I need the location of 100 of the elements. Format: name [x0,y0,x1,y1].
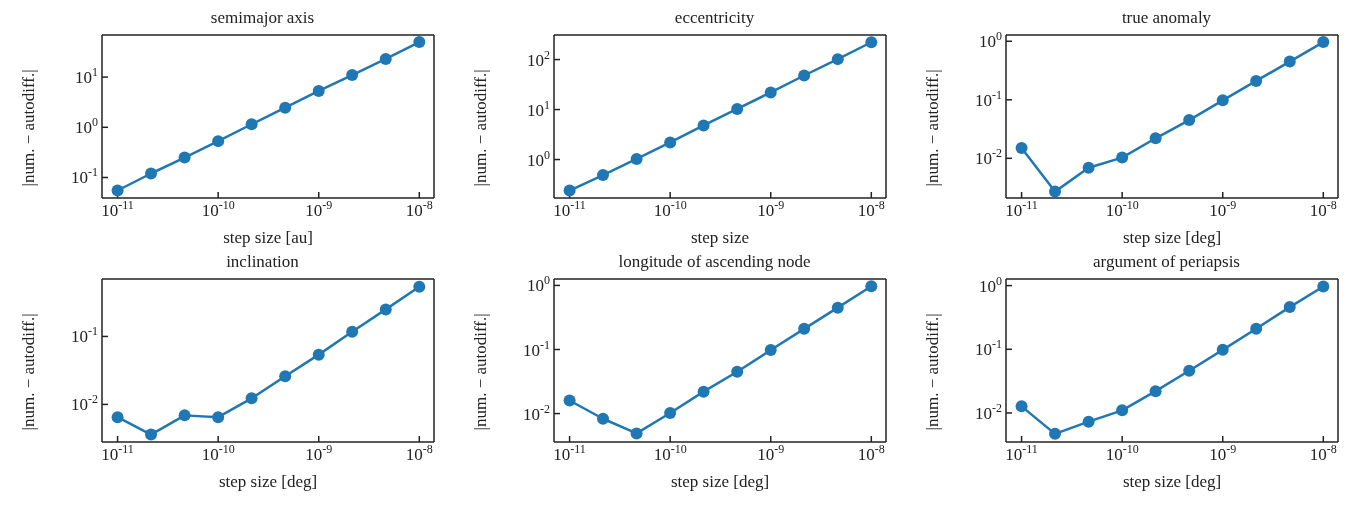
point [212,411,225,424]
x-axis-title: step size [deg] [1122,472,1222,491]
point [413,280,426,293]
x-tick-label: 10$^{-9}$ [305,442,333,464]
point [630,152,643,165]
point [731,102,744,115]
x-axis-title: step size [au] [223,228,313,247]
point [1082,161,1095,174]
point [731,365,744,378]
y-tick-label: 10$^{-2}$ [975,146,1002,169]
x-tick-label: 10$^{-9}$ [757,198,785,220]
point [245,392,258,405]
point [697,385,710,398]
y-tick-label: 10$^{0}$ [979,29,1002,52]
point [563,394,576,407]
point [1049,185,1062,198]
point [1116,404,1129,417]
point [379,303,392,316]
x-axis-title: step size [690,228,750,247]
chart-title: eccentricity [673,8,756,28]
point [697,119,710,132]
y-tick-label: 10$^{-2}$ [71,392,98,415]
point [831,301,844,314]
x-tick-label: 10$^{-9}$ [305,198,333,220]
y-tick-label: 10$^{0}$ [979,273,1002,296]
y-tick-label: 10$^{-2}$ [975,400,1002,423]
y-tick-label: 10$^{1}$ [527,97,550,120]
point [597,169,610,182]
point [413,36,426,49]
chart-title: semimajor axis [209,8,316,28]
x-axis-title: step size [deg] [1122,228,1222,247]
x-tick-label: 10$^{-10}$ [201,442,235,464]
x-tick-label: 10$^{-11}$ [553,442,586,464]
x-axis-title: step size [deg] [670,472,770,491]
y-tick-label: 10$^{-1}$ [71,324,98,347]
y-tick-label: 10$^{-1}$ [523,337,550,360]
point [312,348,325,361]
x-tick-label: 10$^{-8}$ [857,198,885,220]
point [1015,142,1028,155]
y-axis-title: |num. − autodiff.| [19,69,39,187]
point [1317,36,1330,49]
x-tick-label: 10$^{-10}$ [653,198,687,220]
point [346,325,359,338]
y-tick-label: 10$^{2}$ [527,47,550,70]
point [597,412,610,425]
point [630,427,643,440]
point [312,84,325,97]
point [764,344,777,357]
point [145,428,158,441]
y-axis-title: |num. − autodiff.| [923,69,943,187]
y-tick-label: 10$^{0}$ [75,115,98,138]
x-axis-title: step size [deg] [218,472,318,491]
x-tick-label: 10$^{-11}$ [553,198,586,220]
x-tick-label: 10$^{-11}$ [1005,442,1038,464]
chart-title: inclination [225,252,300,272]
x-tick-label: 10$^{-8}$ [405,198,433,220]
chart-title: true anomaly [1120,8,1213,28]
y-tick-label: 10$^{-2}$ [523,401,550,424]
y-tick-label: 10$^{-1}$ [71,165,98,188]
x-tick-label: 10$^{-10}$ [201,198,235,220]
x-tick-label: 10$^{-11}$ [1005,198,1038,220]
point [212,135,225,148]
point [1183,114,1196,127]
x-tick-label: 10$^{-9}$ [1209,442,1237,464]
y-tick-label: 10$^{1}$ [75,65,98,88]
y-axis-title: |num. − autodiff.| [471,69,491,187]
x-tick-label: 10$^{-9}$ [1209,198,1237,220]
point [111,411,124,424]
point [1283,55,1296,68]
point [1216,343,1229,356]
x-tick-label: 10$^{-11}$ [101,442,134,464]
point [563,184,576,197]
point [764,86,777,99]
point [279,370,292,383]
point [1116,151,1129,164]
y-tick-label: 10$^{0}$ [527,273,550,296]
point [111,184,124,197]
y-tick-label: 10$^{-1}$ [975,337,1002,360]
point [865,36,878,49]
y-axis-title: |num. − autodiff.| [923,313,943,431]
point [279,101,292,114]
y-axis-title: |num. − autodiff.| [471,313,491,431]
point [145,167,158,180]
x-tick-label: 10$^{-8}$ [405,442,433,464]
y-tick-label: 10$^{0}$ [527,147,550,170]
point [1250,74,1263,87]
point [178,151,191,164]
point [1149,385,1162,398]
point [178,409,191,422]
point [1015,400,1028,413]
x-tick-label: 10$^{-10}$ [653,442,687,464]
point [1250,322,1263,335]
y-tick-label: 10$^{-1}$ [975,87,1002,110]
x-tick-label: 10$^{-8}$ [1309,198,1337,220]
y-axis-title: |num. − autodiff.| [19,313,39,431]
point [1317,280,1330,293]
point [1149,132,1162,145]
x-tick-label: 10$^{-8}$ [1309,442,1337,464]
point [664,407,677,420]
point [1283,301,1296,314]
